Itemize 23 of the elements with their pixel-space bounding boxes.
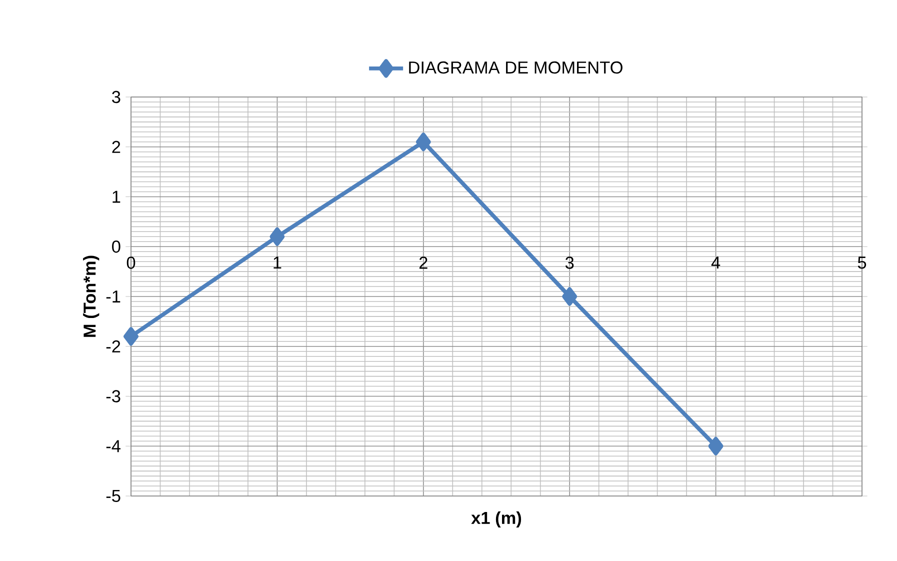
y-tick-label: -2 <box>106 340 120 352</box>
y-tick-label: 1 <box>112 190 120 203</box>
y-tick-label: -1 <box>106 290 120 302</box>
x-tick-label: 5 <box>858 256 866 269</box>
y-tick-label: -5 <box>106 490 120 502</box>
x-axis-title: x1 (m) <box>471 511 522 528</box>
x-tick-label: 2 <box>419 256 428 269</box>
x-tick-label: 4 <box>711 256 720 269</box>
y-tick-label: 2 <box>112 140 120 153</box>
x-tick-label: 3 <box>565 256 574 269</box>
x-tick-label: 0 <box>126 256 136 269</box>
y-tick-label: 0 <box>112 240 120 253</box>
point <box>708 436 724 456</box>
legend-label: DIAGRAMA DE MOMENTO <box>409 61 622 74</box>
point <box>416 132 431 152</box>
point <box>270 227 285 246</box>
point <box>562 287 578 306</box>
point <box>124 327 138 346</box>
y-tick-label: -4 <box>106 440 120 452</box>
y-tick-label: 3 <box>112 90 120 104</box>
x-tick-label: 1 <box>274 256 282 269</box>
y-axis-title: M (Ton*m) <box>83 256 100 337</box>
y-tick-label: -3 <box>106 390 120 402</box>
